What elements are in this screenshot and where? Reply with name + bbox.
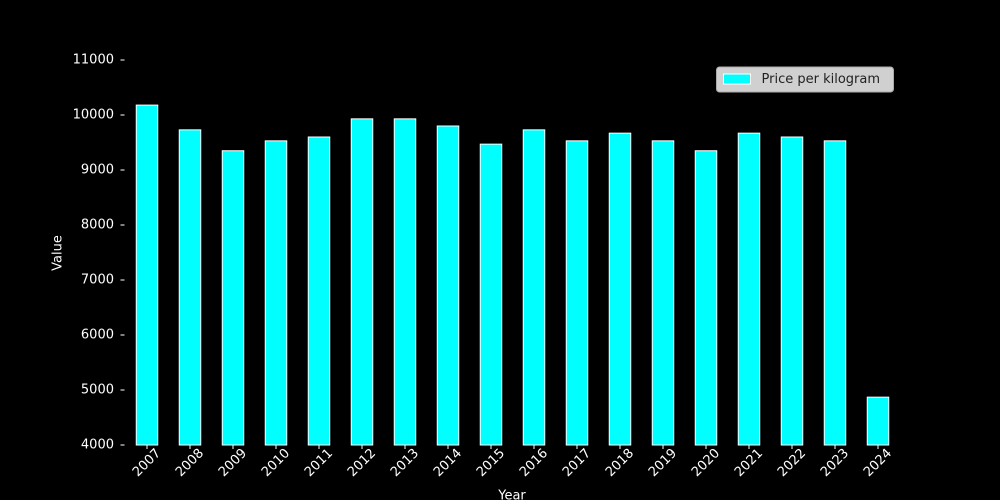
bar bbox=[135, 104, 159, 446]
bar bbox=[565, 140, 589, 446]
legend-box bbox=[716, 66, 894, 93]
x-tick-label: 2020 bbox=[689, 446, 723, 480]
x-axis-label: Year bbox=[497, 489, 526, 500]
legend: Price per kilogram bbox=[716, 66, 894, 93]
x-tick-label: 2021 bbox=[732, 446, 766, 480]
bar bbox=[436, 125, 460, 446]
x-tick-label: 2017 bbox=[560, 446, 594, 480]
y-tick-label: 10000 bbox=[73, 108, 114, 123]
bar bbox=[608, 132, 632, 446]
x-tick-label: 2012 bbox=[345, 446, 379, 480]
x-tick-label: 2019 bbox=[646, 446, 680, 480]
bar bbox=[178, 129, 202, 446]
x-tick-label: 2009 bbox=[216, 446, 250, 480]
y-axis-label: Value bbox=[51, 235, 66, 271]
x-tick-label: 2016 bbox=[517, 446, 551, 480]
bar bbox=[737, 132, 761, 446]
y-tick-label: 4000 bbox=[81, 438, 114, 453]
x-tick-label: 2023 bbox=[818, 446, 852, 480]
x-tick-label: 2015 bbox=[474, 446, 508, 480]
y-tick-label: 6000 bbox=[81, 328, 114, 343]
bar bbox=[823, 140, 847, 446]
y-tick-label: 7000 bbox=[81, 273, 114, 288]
bar bbox=[780, 136, 804, 446]
x-tick-label: 2007 bbox=[130, 446, 164, 480]
bar bbox=[307, 136, 331, 446]
y-tick-label: 5000 bbox=[81, 383, 114, 398]
bar bbox=[479, 143, 503, 446]
y-tick-label: 9000 bbox=[81, 163, 114, 178]
x-tick-label: 2024 bbox=[861, 446, 895, 480]
x-tick-label: 2010 bbox=[259, 446, 293, 480]
y-tick-label: 11000 bbox=[73, 53, 114, 68]
x-tick-label: 2022 bbox=[775, 446, 809, 480]
bar bbox=[393, 118, 417, 446]
x-tick-label: 2018 bbox=[603, 446, 637, 480]
x-tick-label: 2014 bbox=[431, 446, 465, 480]
legend-swatch bbox=[723, 73, 751, 85]
bar bbox=[651, 140, 675, 446]
y-tick-label: 8000 bbox=[81, 218, 114, 233]
legend-label: Price per kilogram bbox=[762, 72, 881, 87]
x-tick-label: 2013 bbox=[388, 446, 422, 480]
x-tick-label: 2008 bbox=[173, 446, 207, 480]
bar bbox=[522, 129, 546, 446]
bar bbox=[264, 140, 288, 446]
bar bbox=[221, 150, 245, 446]
bar bbox=[866, 396, 890, 446]
bar bbox=[694, 150, 718, 446]
x-tick-label: 2011 bbox=[302, 446, 336, 480]
bar bbox=[350, 118, 374, 446]
